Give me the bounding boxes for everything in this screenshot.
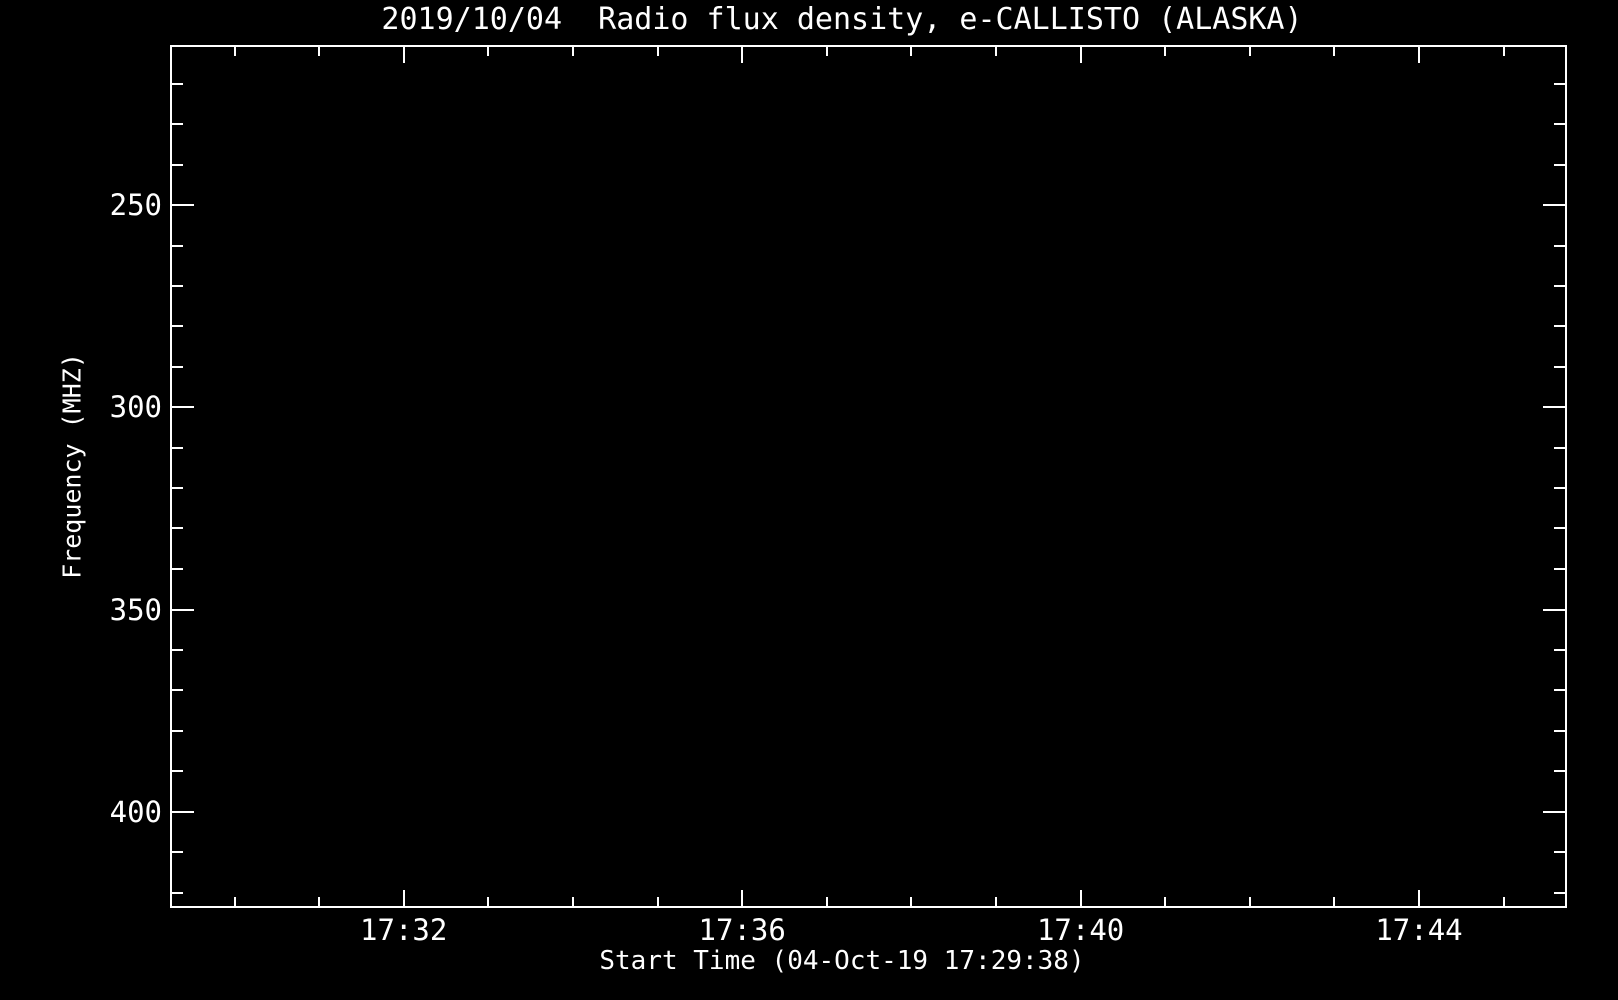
- x-minor-tick-top: [233, 45, 236, 56]
- y-minor-tick-right: [1554, 82, 1567, 85]
- x-minor-tick: [656, 897, 659, 908]
- x-minor-tick: [233, 897, 236, 908]
- y-minor-tick-right: [1554, 285, 1567, 287]
- x-minor-tick: [1248, 897, 1251, 908]
- x-major-tick: [741, 890, 744, 908]
- y-minor-tick: [170, 891, 183, 894]
- y-minor-tick: [170, 770, 183, 773]
- x-minor-tick-top: [910, 45, 913, 56]
- x-minor-tick-top: [995, 45, 997, 56]
- y-tick-label: 300: [109, 390, 162, 425]
- y-tick-label: 350: [109, 592, 162, 627]
- y-minor-tick: [170, 567, 183, 570]
- y-major-tick-right: [1543, 608, 1567, 611]
- y-minor-tick: [170, 446, 183, 449]
- y-minor-tick-right: [1554, 851, 1567, 853]
- x-minor-tick: [825, 897, 828, 908]
- x-major-tick: [1079, 890, 1082, 908]
- y-minor-tick-right: [1554, 163, 1567, 166]
- y-major-tick: [170, 204, 194, 206]
- x-major-tick-top: [402, 45, 405, 63]
- x-major-tick-top: [1418, 45, 1420, 63]
- x-minor-tick: [571, 897, 574, 908]
- x-minor-tick-top: [571, 45, 574, 56]
- y-minor-tick: [170, 729, 183, 732]
- y-minor-tick: [170, 82, 183, 85]
- y-major-tick-right: [1543, 204, 1567, 206]
- y-minor-tick-right: [1554, 527, 1567, 530]
- x-minor-tick: [1333, 897, 1336, 908]
- y-major-tick: [170, 810, 194, 813]
- y-minor-tick: [170, 163, 183, 166]
- x-major-tick: [402, 890, 405, 908]
- x-minor-tick-top: [487, 45, 490, 56]
- y-minor-tick: [170, 648, 183, 651]
- x-minor-tick: [1502, 897, 1505, 908]
- x-tick-label: 17:44: [1375, 913, 1463, 947]
- x-minor-tick: [995, 897, 997, 908]
- y-minor-tick-right: [1554, 891, 1567, 894]
- x-minor-tick: [318, 897, 321, 908]
- x-major-tick: [1418, 890, 1420, 908]
- y-major-tick: [170, 608, 194, 611]
- chart-title: 2019/10/04 Radio flux density, e-CALLIST…: [381, 2, 1303, 37]
- x-tick-label: 17:32: [360, 913, 448, 947]
- y-tick-label: 250: [109, 188, 162, 222]
- y-minor-tick: [170, 487, 183, 489]
- x-minor-tick-top: [825, 45, 828, 56]
- y-minor-tick-right: [1554, 729, 1567, 732]
- y-major-tick-right: [1543, 810, 1567, 813]
- x-minor-tick-top: [1502, 45, 1505, 56]
- x-minor-tick-top: [656, 45, 659, 56]
- y-major-tick: [170, 406, 194, 409]
- y-tick-label: 400: [109, 794, 162, 829]
- x-tick-label: 17:40: [1036, 913, 1125, 947]
- x-minor-tick: [910, 897, 913, 908]
- x-minor-tick-top: [1248, 45, 1251, 56]
- x-tick-label: 17:36: [698, 913, 786, 947]
- y-minor-tick: [170, 123, 183, 125]
- y-minor-tick-right: [1554, 689, 1567, 692]
- x-minor-tick: [487, 897, 490, 908]
- y-minor-tick: [170, 325, 183, 328]
- x-major-tick-top: [1079, 45, 1082, 63]
- y-minor-tick: [170, 527, 183, 530]
- y-minor-tick-right: [1554, 648, 1567, 651]
- y-minor-tick-right: [1554, 446, 1567, 449]
- y-minor-tick: [170, 365, 183, 368]
- y-minor-tick: [170, 689, 183, 692]
- y-minor-tick-right: [1554, 567, 1567, 570]
- y-minor-tick-right: [1554, 123, 1567, 125]
- y-minor-tick-right: [1554, 365, 1567, 368]
- plot-area-border: [170, 45, 1567, 908]
- x-minor-tick: [1164, 897, 1167, 908]
- y-major-tick-right: [1543, 406, 1567, 409]
- y-minor-tick-right: [1554, 770, 1567, 773]
- x-axis-title: Start Time (04-Oct-19 17:29:38): [599, 946, 1085, 976]
- x-minor-tick-top: [1333, 45, 1336, 56]
- y-minor-tick-right: [1554, 487, 1567, 489]
- y-axis-title: Frequency (MHZ): [57, 353, 87, 579]
- x-minor-tick-top: [1164, 45, 1167, 56]
- y-minor-tick: [170, 244, 183, 247]
- y-minor-tick: [170, 285, 183, 287]
- x-minor-tick-top: [318, 45, 321, 56]
- x-major-tick-top: [741, 45, 744, 63]
- y-minor-tick-right: [1554, 325, 1567, 328]
- y-minor-tick: [170, 851, 183, 853]
- y-minor-tick-right: [1554, 244, 1567, 247]
